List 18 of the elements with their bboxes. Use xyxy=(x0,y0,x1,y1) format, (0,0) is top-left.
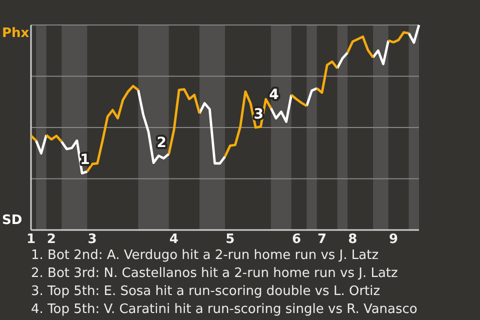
x-tick-label: 1 xyxy=(26,232,36,247)
x-tick-label: 8 xyxy=(348,232,358,247)
x-tick-label: 6 xyxy=(292,232,301,247)
text: SD xyxy=(2,213,22,228)
text: 2. Bot 3rd: N. Castellanos hit a 2-run home run vs J. Latz xyxy=(31,266,398,281)
x-tick-label: 5 xyxy=(226,232,235,247)
x-tick-label: 7 xyxy=(317,232,327,247)
x-tick-label: 3 xyxy=(88,232,97,247)
text: 4. Top 5th: V. Caratini hit a run-scoring single vs R. Vanasco xyxy=(31,302,418,317)
text: Phx xyxy=(2,26,30,41)
annotation: 4 xyxy=(269,87,280,104)
x-tick-label: 4 xyxy=(169,232,178,247)
annotation: 2 xyxy=(156,134,167,151)
x-tick-label: 9 xyxy=(388,232,398,247)
text: 3. Top 5th: E. Sosa hit a run-scoring double vs L. Ortiz xyxy=(31,284,380,299)
annotation: 1 xyxy=(80,152,90,168)
x-tick-label: 2 xyxy=(46,232,56,247)
text: 1. Bot 2nd: A. Verdugo hit a 2-run home run vs J. Latz xyxy=(31,248,379,263)
